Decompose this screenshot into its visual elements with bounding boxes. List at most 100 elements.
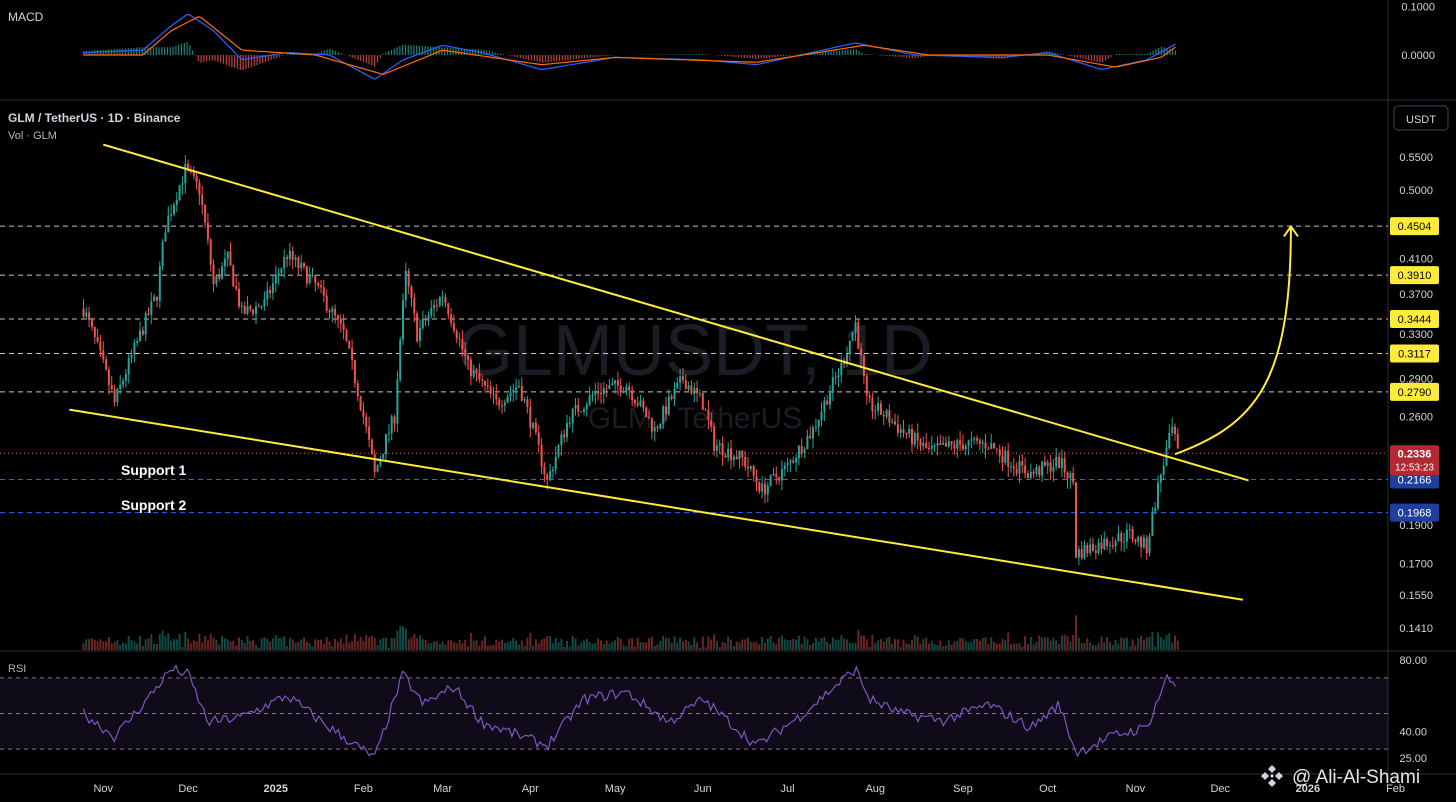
- candle-body: [978, 440, 981, 444]
- volume-bar: [1024, 636, 1027, 650]
- volume-bar: [520, 640, 523, 650]
- candle-body: [981, 442, 984, 444]
- candle-body: [1174, 426, 1176, 434]
- volume-bar: [628, 638, 631, 650]
- volume-bar: [144, 639, 147, 650]
- volume-bar: [529, 633, 532, 650]
- candle-body: [995, 448, 998, 450]
- volume-bar: [792, 638, 795, 650]
- candle-body: [673, 388, 676, 399]
- candle-body: [766, 485, 769, 495]
- volume-bar: [1097, 643, 1100, 650]
- volume-bar: [749, 642, 752, 650]
- volume-bar: [243, 642, 246, 650]
- volume-bar: [577, 645, 580, 650]
- candle-body: [1106, 538, 1109, 547]
- resistance-level-tag: [1390, 382, 1439, 401]
- candle-body: [274, 274, 277, 284]
- time-tick-label: Nov: [93, 783, 113, 795]
- volume-bar: [888, 636, 891, 650]
- candle-body: [130, 354, 133, 358]
- volume-bar: [226, 639, 229, 650]
- candle-body: [532, 422, 535, 428]
- candle-body: [698, 393, 701, 395]
- candle-body: [102, 350, 105, 360]
- volume-bar: [124, 643, 127, 650]
- volume-bar: [1128, 646, 1131, 650]
- volume-bar: [430, 642, 433, 650]
- volume-bar: [602, 644, 605, 650]
- volume-bar: [913, 635, 916, 650]
- volume-bar: [105, 641, 108, 650]
- volume-bar: [399, 626, 402, 650]
- rsi-tick-label: 80.00: [1399, 655, 1427, 667]
- volume-bar: [339, 638, 342, 650]
- volume-bar: [509, 641, 512, 650]
- candle-body: [551, 469, 554, 472]
- candle-body: [444, 296, 447, 304]
- volume-label: Vol · GLM: [8, 130, 57, 142]
- candle-body: [187, 163, 190, 170]
- volume-bar: [679, 637, 682, 650]
- trendlines[interactable]: [69, 143, 1299, 601]
- currency-button[interactable]: USDT: [1393, 105, 1449, 131]
- volume-bar: [1117, 644, 1120, 650]
- time-axis[interactable]: Nov Dec 2025 Feb Mar Apr May Jun Jul Aug Sep Oct Nov…: [93, 783, 1456, 795]
- volume-bar: [119, 644, 122, 650]
- volume-bar: [342, 643, 345, 650]
- volume-bar: [404, 628, 407, 650]
- symbol-title[interactable]: GLM / TetherUS · 1D · Binance: [8, 111, 181, 125]
- candle-body: [831, 377, 834, 393]
- volume-bar: [427, 643, 430, 650]
- volume-bar: [107, 636, 110, 650]
- volume-bar: [1021, 646, 1024, 650]
- volume-bar: [800, 643, 803, 650]
- volume-bar: [732, 646, 735, 650]
- price-axis[interactable]: 0.5500 0.5000 0.4100 0.3700 0.3300 0.2900 0.26…: [1399, 152, 1433, 635]
- candle-body: [1157, 482, 1159, 509]
- volume-bar: [345, 634, 348, 650]
- candle-body: [1120, 533, 1123, 542]
- volume-bar: [91, 638, 93, 650]
- candle-body: [156, 296, 158, 301]
- volume-bar: [305, 642, 308, 650]
- volume-bar: [396, 630, 399, 650]
- volume-bar: [851, 643, 854, 650]
- volume-bar: [715, 641, 718, 650]
- volume-bar: [515, 640, 518, 650]
- candle-body: [345, 330, 348, 341]
- candle-body: [800, 445, 803, 454]
- volume-bar: [96, 641, 99, 650]
- volume-bar: [1154, 646, 1157, 650]
- candle-body: [560, 434, 563, 446]
- time-tick-label: Jul: [781, 783, 795, 795]
- volume-bar: [1004, 640, 1007, 650]
- candle-body: [860, 348, 863, 356]
- candle-body: [721, 443, 724, 456]
- price-tick-label: 0.5500: [1399, 152, 1433, 164]
- volume-bar: [240, 640, 243, 650]
- candle-body: [817, 419, 820, 428]
- resistance-level-tag: [1390, 344, 1439, 363]
- volume-bar: [297, 642, 300, 650]
- volume-bar: [682, 641, 684, 650]
- volume-bar: [184, 631, 187, 650]
- price-tick-label: 0.4100: [1399, 254, 1433, 266]
- candle-body: [735, 456, 738, 459]
- candle-body: [537, 432, 540, 445]
- volume-bar: [648, 638, 650, 650]
- candle-body: [337, 315, 339, 319]
- volume-bar: [201, 642, 204, 650]
- resistance-level-tag: [1390, 309, 1439, 328]
- candle-body: [585, 404, 588, 410]
- volume-bar: [416, 638, 419, 650]
- volume-bar: [995, 643, 998, 650]
- rsi-band: [0, 677, 1388, 750]
- volume-bar: [738, 642, 741, 650]
- candle-body: [1168, 433, 1171, 448]
- volume-bar: [283, 636, 286, 650]
- volume-bar: [862, 635, 865, 650]
- volume-bar: [696, 642, 699, 650]
- candle-body: [1100, 542, 1103, 549]
